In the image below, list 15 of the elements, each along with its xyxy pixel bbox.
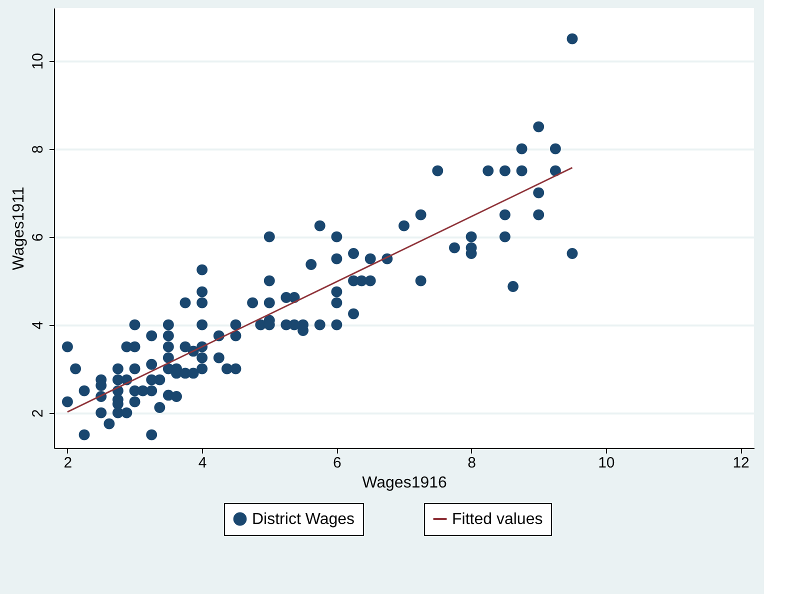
x-tick-label: 2	[64, 454, 72, 472]
legend-label: District Wages	[252, 511, 355, 528]
y-tick-label: 8	[30, 145, 46, 154]
legend-label: Fitted values	[452, 511, 543, 528]
x-tick-label: 4	[198, 454, 207, 472]
x-axis-title: Wages1916	[362, 474, 447, 492]
y-axis-title: Wages1911	[10, 186, 28, 270]
y-tick-label: 2	[30, 409, 46, 418]
x-tick-label: 8	[468, 454, 476, 472]
y-tick-label: 6	[30, 233, 46, 242]
x-tick-label: 10	[598, 454, 615, 472]
y-tick-label: 4	[30, 321, 46, 330]
x-tick-label: 6	[333, 454, 342, 472]
y-tick-label: 10	[30, 52, 46, 70]
x-tick-label: 12	[732, 454, 750, 472]
